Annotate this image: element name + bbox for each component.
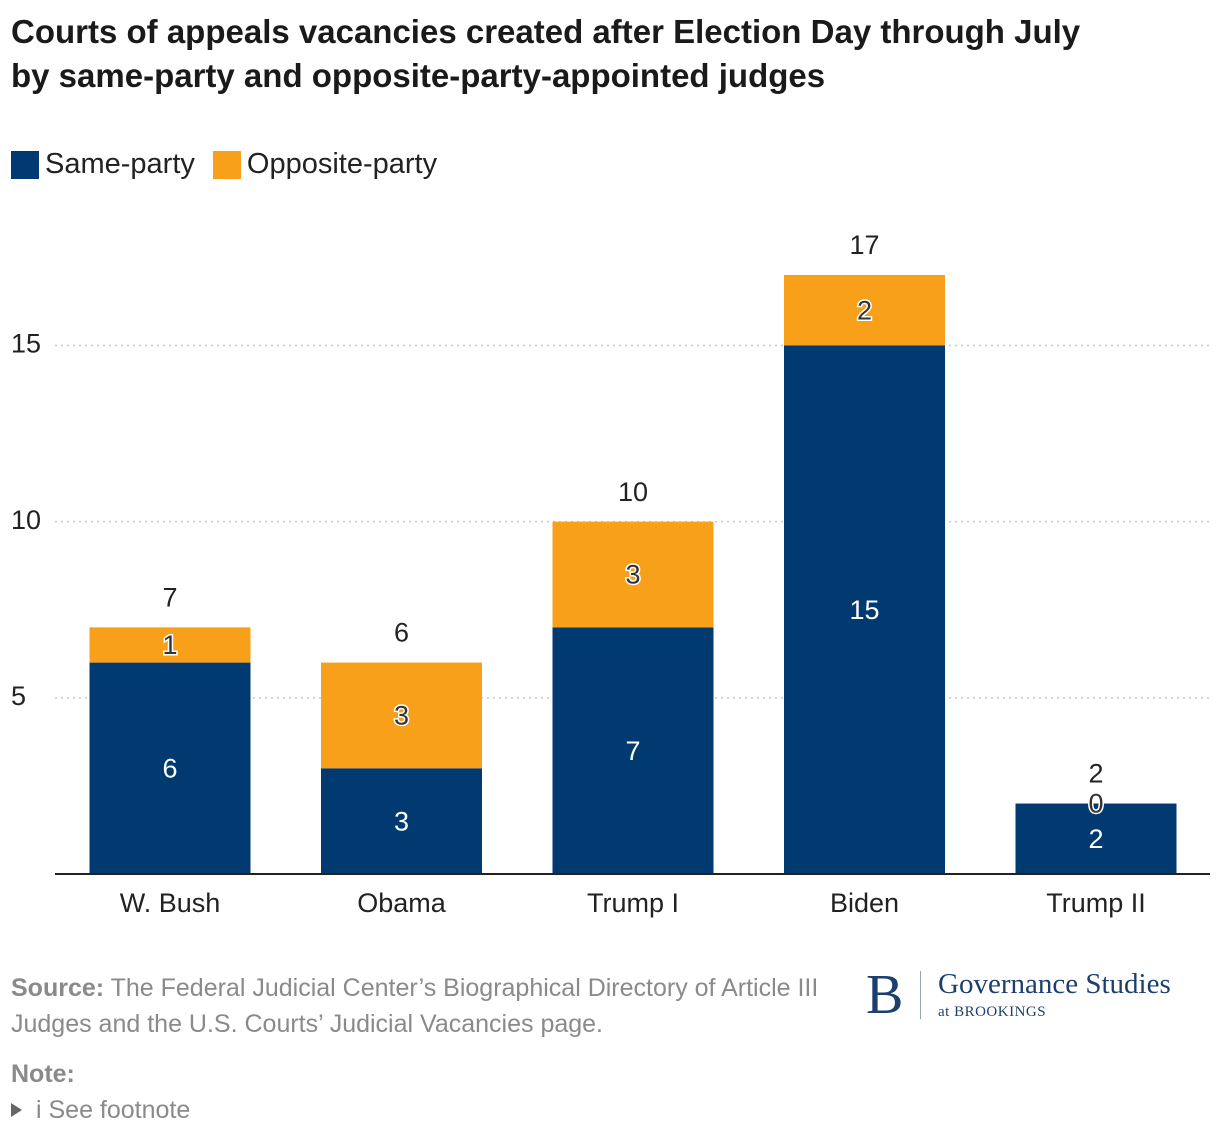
legend-label-opposite-party: Opposite-party	[246, 148, 438, 180]
x-tick-label: Trump I	[587, 888, 679, 918]
bar-segment	[552, 521, 714, 628]
y-tick-label: 10	[11, 505, 41, 535]
total-label: 17	[849, 230, 879, 260]
logo-letter: B	[866, 964, 904, 1026]
logo-divider	[920, 971, 921, 1019]
data-label: 7	[625, 736, 640, 766]
note-section: Note: i See footnote	[11, 1056, 190, 1128]
bar-segment	[784, 345, 945, 874]
data-label: 3	[394, 806, 409, 836]
data-label: 1	[162, 630, 177, 660]
total-label: 2	[1088, 759, 1103, 789]
note-text: i See footnote	[36, 1096, 191, 1124]
logo-name: Governance Studies	[938, 968, 1171, 1000]
y-tick-label: 5	[11, 681, 26, 711]
bar-segment	[552, 627, 714, 874]
x-tick-label: Biden	[830, 888, 899, 918]
data-label: 0	[1088, 789, 1103, 819]
data-label: 2	[1088, 824, 1103, 854]
x-tick-label: Trump II	[1046, 888, 1146, 918]
chart-title-line-1: Courts of appeals vacancies created afte…	[11, 13, 1081, 50]
data-label: 2	[857, 295, 872, 325]
y-tick-label: 15	[11, 329, 41, 359]
legend-swatch-opposite-party	[212, 150, 241, 179]
legend: Same-party Opposite-party	[11, 148, 455, 181]
logo-sub: at BROOKINGS	[938, 1004, 1047, 1020]
total-label: 7	[162, 582, 177, 612]
total-label: 6	[394, 618, 409, 648]
legend-item-same-party: Same-party	[11, 148, 195, 181]
bar-segment	[784, 275, 945, 346]
chart-title-line-2: by same-party and opposite-party-appoint…	[11, 57, 826, 94]
bar-segment	[1015, 803, 1177, 874]
legend-item-opposite-party: Opposite-party	[212, 148, 438, 181]
data-label: 3	[394, 701, 409, 731]
chart-title: Courts of appeals vacancies created afte…	[11, 10, 1211, 98]
legend-swatch-same-party	[11, 150, 39, 179]
bar-segment	[321, 662, 482, 769]
bar-segment	[89, 627, 251, 663]
data-label: 15	[849, 595, 879, 625]
bar-segment	[89, 662, 251, 874]
bar-segment	[321, 768, 482, 874]
brookings-logo: B Governance Studies at BROOKINGS	[862, 965, 1212, 1025]
x-tick-label: W. Bush	[120, 888, 221, 918]
disclosure-triangle-icon[interactable]	[11, 1103, 22, 1117]
total-label: 10	[618, 477, 648, 507]
data-label: 6	[162, 753, 177, 783]
footnote-toggle[interactable]: i See footnote	[11, 1092, 190, 1128]
source-note: Source: The Federal Judicial Center’s Bi…	[11, 970, 831, 1042]
source-label: Source:	[11, 974, 105, 1002]
note-label: Note:	[11, 1060, 75, 1088]
legend-label-same-party: Same-party	[45, 148, 195, 180]
data-label: 3	[625, 560, 640, 590]
source-text: The Federal Judicial Center’s Biographic…	[11, 974, 819, 1038]
x-tick-label: Obama	[357, 888, 447, 918]
